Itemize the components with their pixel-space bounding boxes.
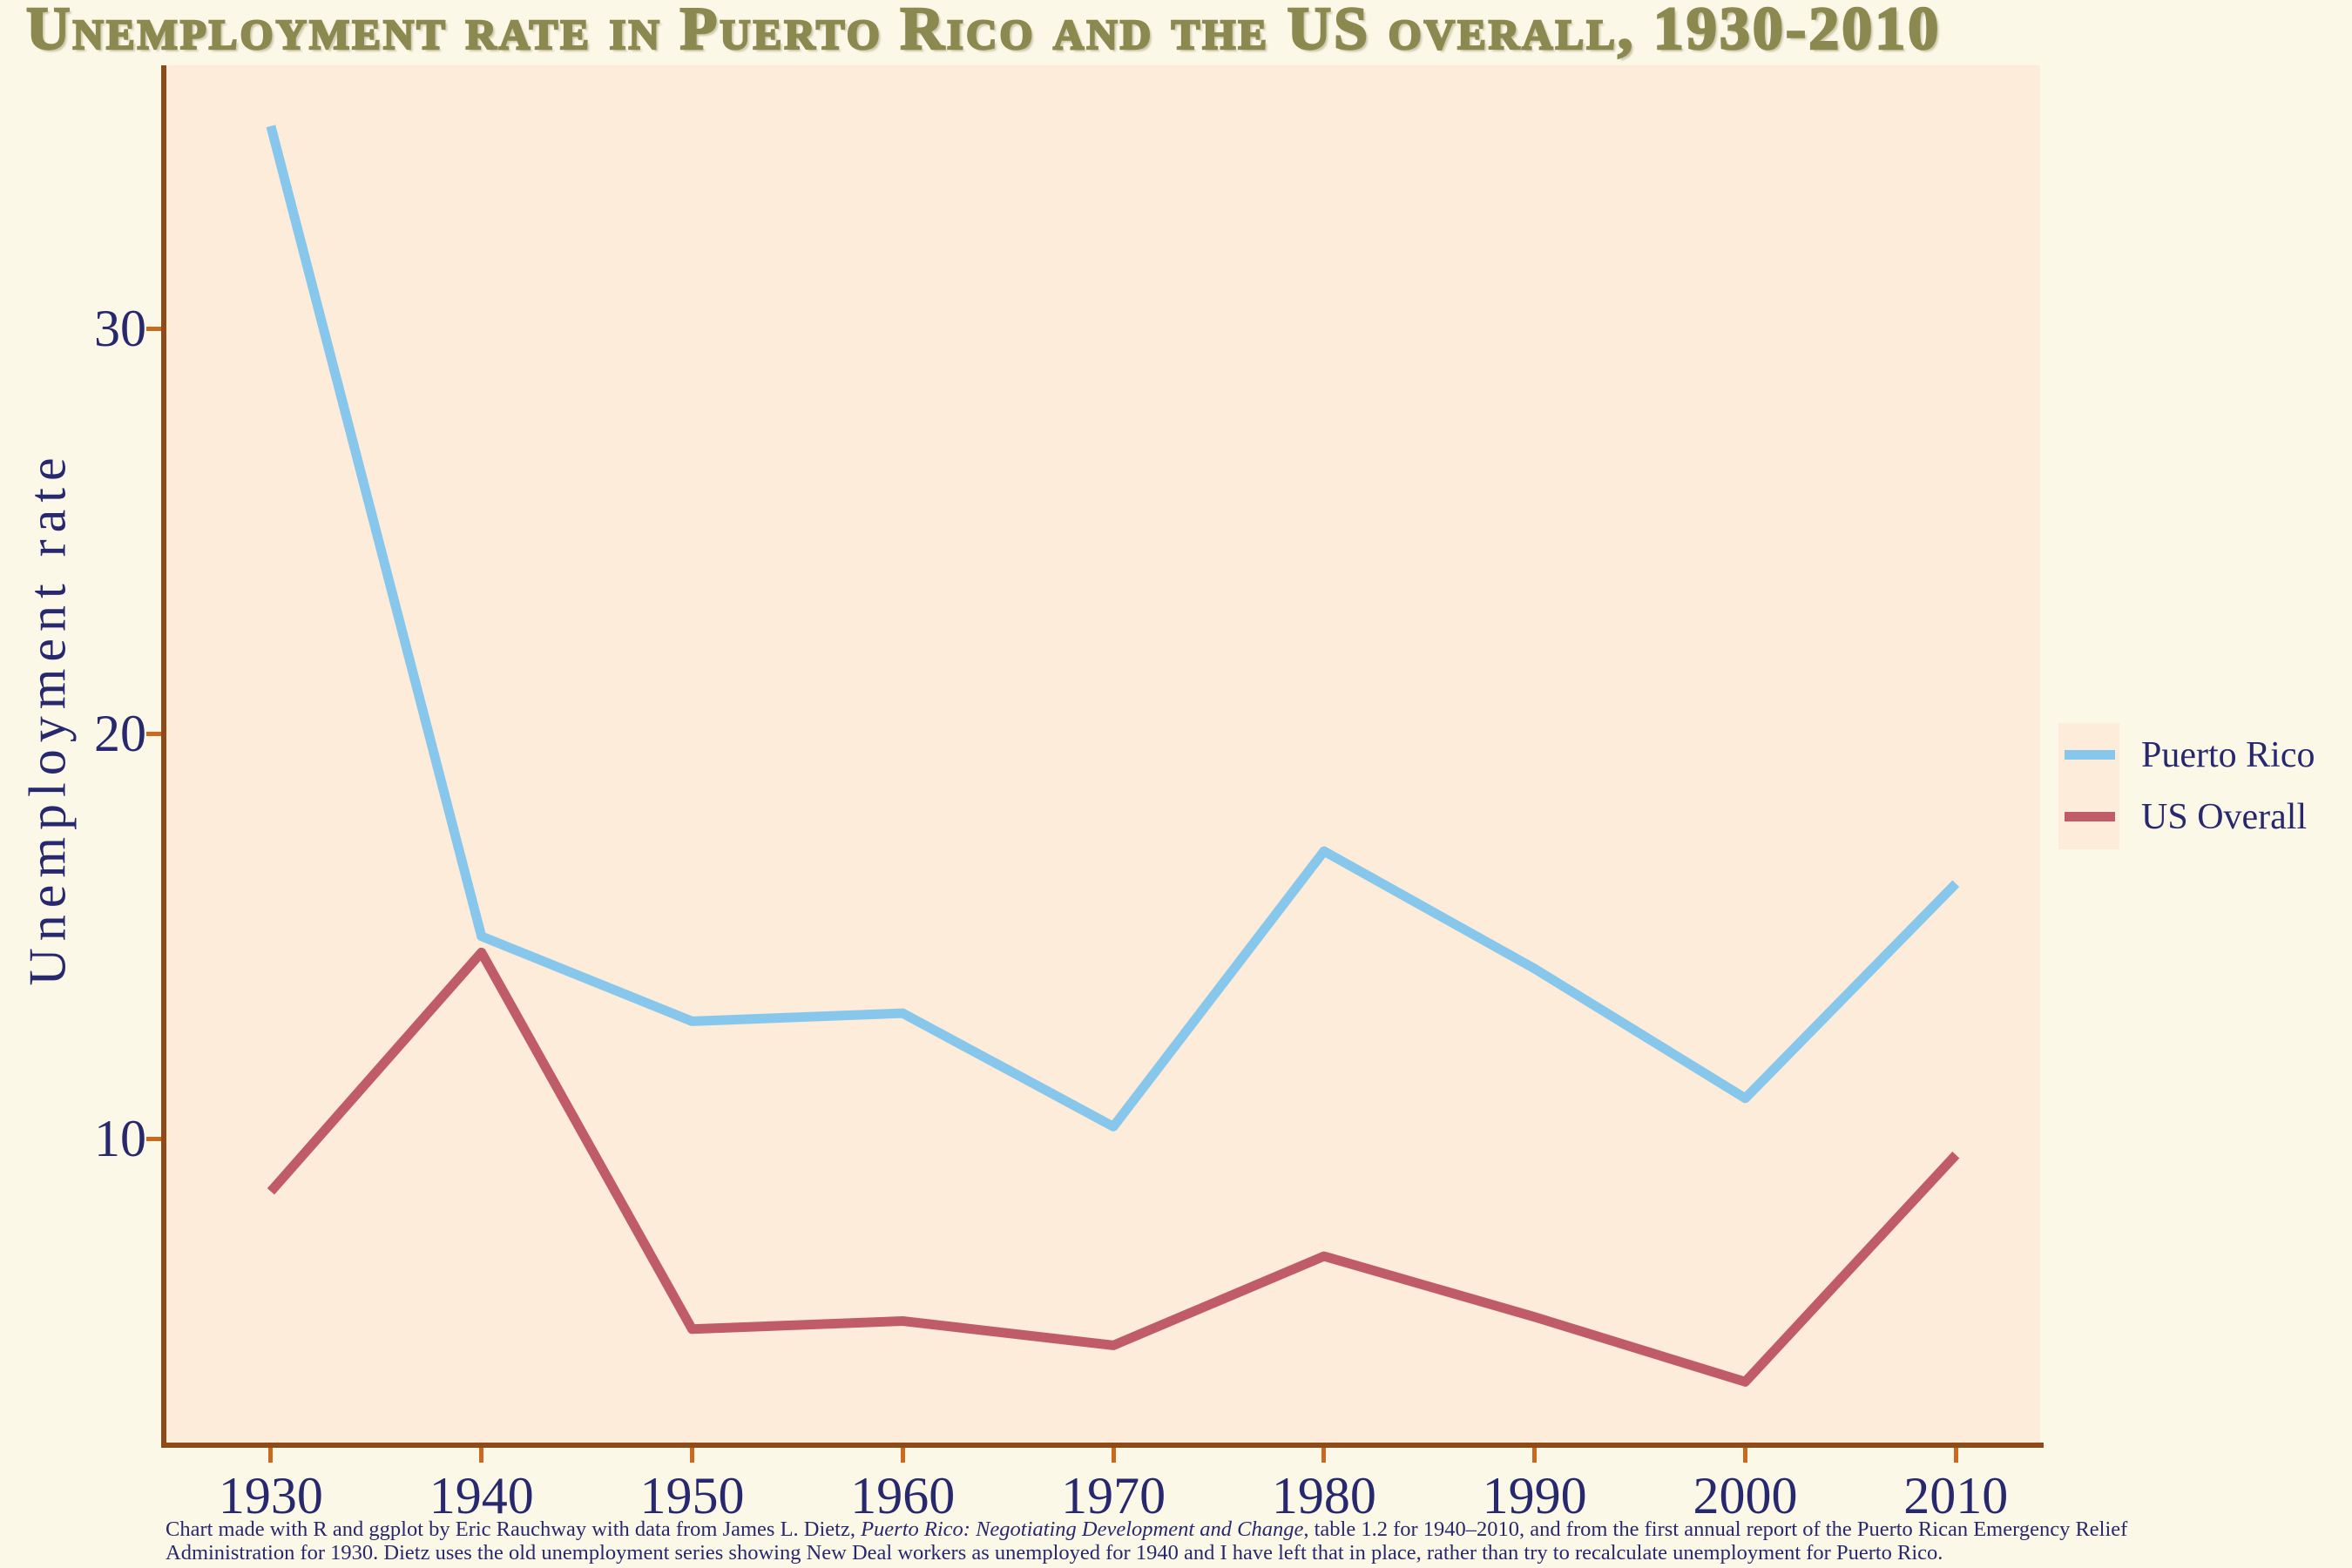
legend-label-puerto-rico: Puerto Rico [2141, 735, 2315, 775]
caption-book-title: Puerto Rico: Negotiating Development and… [861, 1517, 1304, 1541]
y-tick-mark [146, 326, 161, 331]
x-axis-line [161, 1443, 2044, 1448]
x-tick-label: 1930 [218, 1467, 323, 1524]
y-tick-mark [146, 731, 161, 736]
legend-label-us-overall: US Overall [2141, 797, 2308, 837]
x-tick-mark [900, 1448, 905, 1463]
caption-text: Chart made with R and ggplot by Eric Rau… [166, 1517, 862, 1541]
plot-area [166, 65, 2040, 1443]
line-series-svg [266, 125, 1960, 1387]
legend-key-background [2058, 723, 2119, 849]
series-line-us-overall [267, 947, 1960, 1387]
y-axis-title: Unemployment rate [18, 450, 77, 986]
x-tick-mark [1111, 1448, 1116, 1463]
y-axis-line [161, 65, 166, 1448]
x-tick-label: 1970 [1061, 1467, 1166, 1524]
caption-line-2: Administration for 1930. Dietz uses the … [166, 1541, 1943, 1565]
caption: Chart made with R and ggplot by Eric Rau… [166, 1517, 2326, 1565]
legend-swatch-puerto-rico [2065, 750, 2115, 760]
y-tick-mark [146, 1136, 161, 1141]
x-tick-mark [479, 1448, 484, 1463]
caption-text: , table 1.2 for 1940–2010, and from the … [1303, 1517, 2128, 1541]
x-tick-mark [689, 1448, 694, 1463]
x-tick-label: 1960 [850, 1467, 956, 1524]
x-tick-mark [1321, 1448, 1327, 1463]
chart-title: Unemployment rate in Puerto Rico and the… [25, 0, 1942, 64]
x-tick-mark [268, 1448, 274, 1463]
caption-line-1: Chart made with R and ggplot by Eric Rau… [166, 1517, 2326, 1541]
x-tick-label: 1990 [1482, 1467, 1587, 1524]
y-tick-label: 20 [94, 705, 146, 763]
x-tick-label: 2010 [1903, 1467, 2009, 1524]
x-tick-label: 2000 [1693, 1467, 1798, 1524]
x-tick-mark [1953, 1448, 1958, 1463]
x-tick-mark [1742, 1448, 1747, 1463]
x-tick-label: 1940 [429, 1467, 534, 1524]
legend-swatch-us-overall [2065, 812, 2115, 821]
series-line-puerto-rico [266, 125, 1960, 1132]
y-tick-label: 30 [94, 300, 146, 358]
y-tick-label: 10 [94, 1110, 146, 1168]
x-tick-label: 1950 [639, 1467, 745, 1524]
x-tick-mark [1532, 1448, 1538, 1463]
x-tick-label: 1980 [1271, 1467, 1376, 1524]
